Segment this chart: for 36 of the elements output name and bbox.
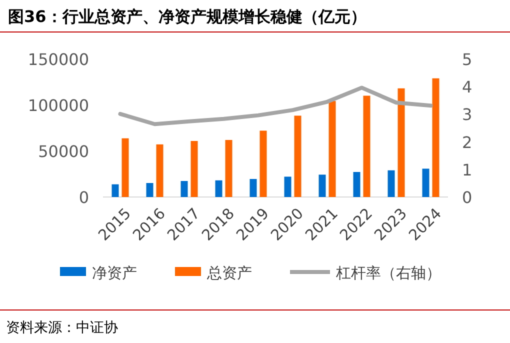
bar: [388, 170, 395, 197]
legend-label: 净资产: [92, 264, 137, 282]
y2-tick-label: 1: [462, 160, 472, 180]
legend-label: 杠杆率（右轴）: [335, 264, 441, 282]
bar: [318, 174, 326, 197]
y-tick-label: 50000: [38, 142, 89, 161]
bar: [122, 138, 129, 197]
bar: [225, 140, 232, 197]
bar: [328, 101, 336, 197]
bar: [353, 172, 360, 197]
bar: [146, 183, 154, 197]
bar: [398, 88, 405, 197]
bar: [260, 130, 267, 197]
bar: [215, 180, 222, 197]
y-tick-label: 150000: [28, 50, 89, 69]
bar: [284, 176, 292, 197]
line-series: [118, 86, 433, 126]
legend-label: 总资产: [206, 264, 252, 282]
chart-title: 图36：行业总资产、净资产规模增长稳健（亿元）: [8, 7, 366, 26]
bar: [180, 180, 188, 197]
y2-tick-label: 0: [462, 188, 472, 207]
y2-tick-label: 3: [462, 105, 472, 124]
y-tick-label: 0: [78, 188, 89, 207]
bar: [250, 178, 257, 197]
bar: [156, 144, 164, 197]
bar: [294, 116, 302, 197]
bar: [363, 96, 370, 197]
bar: [432, 78, 440, 197]
y2-tick-label: 4: [462, 78, 472, 97]
bar: [190, 140, 198, 197]
y2-tick-label: 5: [462, 50, 472, 69]
y2-tick-label: 2: [462, 132, 472, 152]
bar: [422, 168, 430, 197]
text: 资料来源：中证协: [6, 320, 118, 336]
bar: [112, 184, 119, 197]
y-tick-label: 100000: [28, 96, 89, 115]
